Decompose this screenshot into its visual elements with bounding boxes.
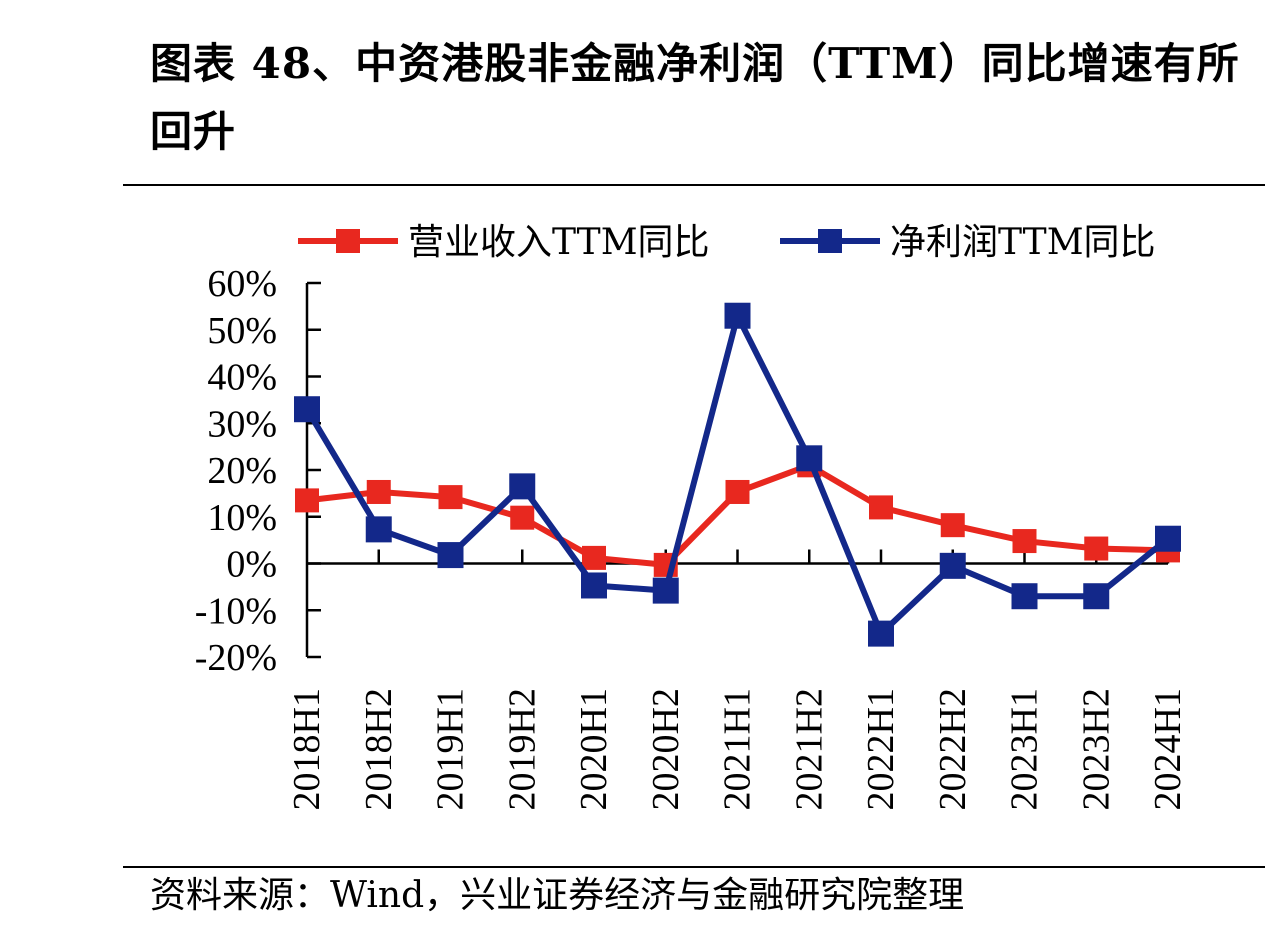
legend-marker-revenue bbox=[336, 229, 360, 253]
data-point-net-profit bbox=[724, 302, 751, 329]
x-tick-label: 2023H1 bbox=[1004, 688, 1046, 810]
x-tick-label: 2023H2 bbox=[1075, 688, 1117, 810]
data-point-net-profit bbox=[365, 516, 392, 543]
y-tick-label: 0% bbox=[226, 544, 277, 586]
data-point-revenue bbox=[869, 495, 893, 520]
data-point-revenue bbox=[366, 479, 391, 504]
x-tick-label: 2020H2 bbox=[645, 688, 687, 810]
data-point-net-profit bbox=[294, 396, 320, 423]
y-tick-label: 50% bbox=[207, 310, 277, 352]
y-tick-label: 40% bbox=[207, 357, 277, 399]
x-tick-label: 2022H2 bbox=[932, 688, 974, 810]
y-tick-label: 30% bbox=[207, 403, 277, 445]
series-line-net-profit bbox=[304, 312, 1170, 637]
x-axis: 2018H1 2018H2 2019H1 2019H2 2020H1 2020H2 2021… bbox=[286, 549, 1189, 810]
legend-label-net-profit: 净利润TTM同比 bbox=[890, 222, 1156, 263]
chart-legend: 营业收入TTM同比 净利润TTM同比 bbox=[298, 222, 1156, 263]
data-point-revenue bbox=[510, 505, 535, 530]
y-tick-label: -20% bbox=[195, 637, 277, 679]
data-point-revenue bbox=[1084, 536, 1109, 561]
y-tick-label: -10% bbox=[195, 590, 277, 632]
data-point-revenue bbox=[438, 485, 463, 510]
data-point-net-profit bbox=[437, 542, 464, 569]
y-tick-label: 10% bbox=[207, 497, 277, 539]
figure-title: 图表 48、中资港股非金融净利润（TTM）同比增速有所回升 bbox=[150, 39, 1240, 156]
data-point-revenue bbox=[295, 488, 319, 513]
y-axis: -20% -10%0% 10% 20% 30%40% 50% 60% bbox=[195, 263, 321, 679]
data-point-net-profit bbox=[1155, 525, 1181, 552]
x-tick-label: 2020H1 bbox=[573, 688, 615, 810]
x-tick-label: 2018H2 bbox=[358, 688, 400, 810]
data-point-net-profit bbox=[509, 473, 536, 500]
x-tick-label: 2021H2 bbox=[788, 688, 830, 810]
legend-label-revenue: 营业收入TTM同比 bbox=[408, 222, 710, 263]
data-point-net-profit bbox=[796, 445, 823, 472]
y-tick-label: 20% bbox=[207, 450, 277, 492]
data-point-net-profit bbox=[652, 577, 679, 604]
legend-item-net-profit: 净利润TTM同比 bbox=[780, 222, 1156, 263]
data-point-revenue bbox=[940, 513, 965, 538]
x-tick-label: 2024H1 bbox=[1147, 688, 1189, 810]
x-tick-label: 2021H1 bbox=[717, 688, 759, 810]
data-point-net-profit bbox=[1011, 583, 1038, 610]
x-tick-label: 2018H1 bbox=[286, 688, 328, 810]
title-divider bbox=[123, 184, 1265, 186]
legend-item-revenue: 营业收入TTM同比 bbox=[298, 222, 710, 263]
data-point-net-profit bbox=[1083, 583, 1110, 610]
x-tick-label: 2022H1 bbox=[860, 688, 902, 810]
data-point-net-profit bbox=[581, 572, 607, 599]
data-point-net-profit bbox=[939, 552, 966, 579]
x-tick-label: 2019H2 bbox=[501, 688, 543, 810]
y-tick-label: 60% bbox=[207, 263, 277, 305]
data-point-revenue bbox=[725, 479, 750, 504]
footer-divider bbox=[123, 866, 1265, 868]
data-point-net-profit bbox=[868, 620, 894, 647]
data-point-revenue bbox=[1012, 529, 1037, 554]
source-note: 资料来源：Wind，兴业证券经济与金融研究院整理 bbox=[150, 875, 965, 916]
data-point-revenue bbox=[582, 545, 606, 570]
plot-series bbox=[294, 302, 1181, 647]
x-tick-label: 2019H1 bbox=[430, 688, 472, 810]
legend-marker-net-profit bbox=[818, 229, 842, 253]
